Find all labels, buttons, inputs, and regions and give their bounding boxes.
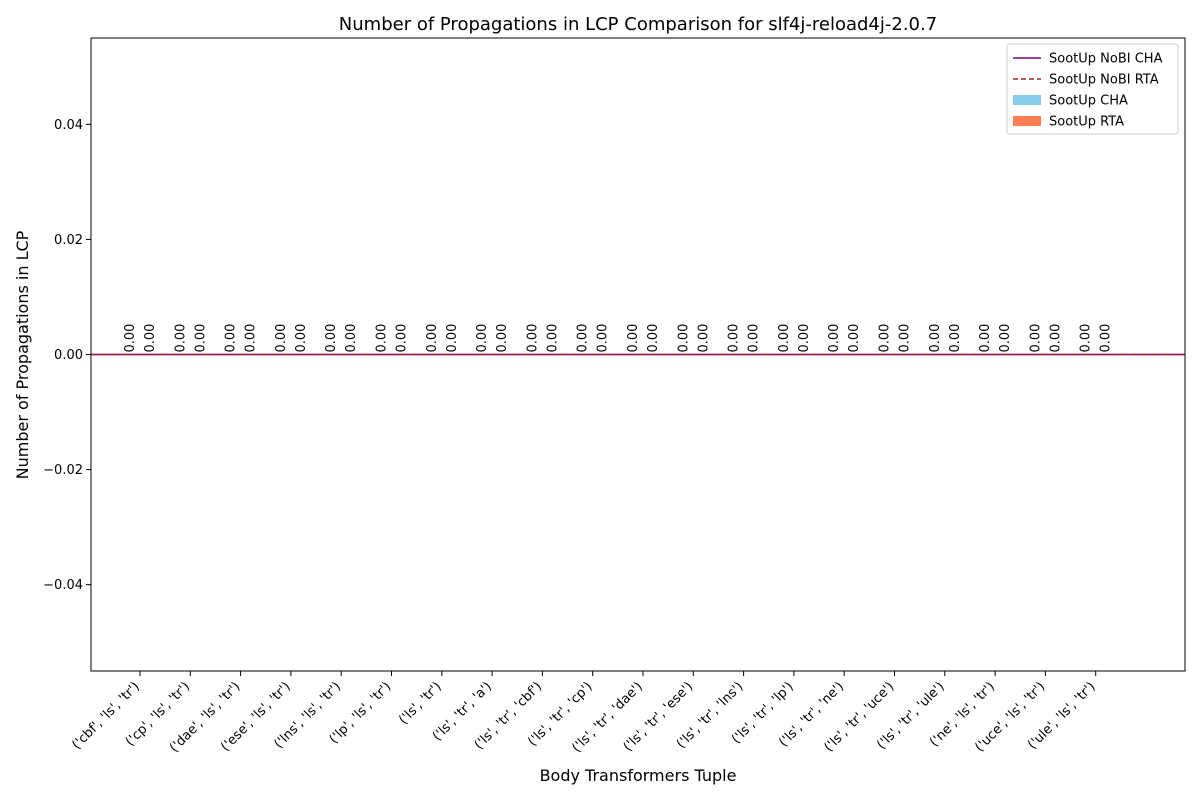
y-tick-label: −0.02	[43, 463, 83, 478]
bar-value-label: 0.00	[545, 324, 560, 353]
bar-value-label: 0.00	[425, 324, 440, 353]
legend-label: SootUp NoBI RTA	[1049, 73, 1159, 88]
bar-value-label: 0.00	[646, 324, 661, 353]
bar-value-label: 0.00	[596, 324, 611, 353]
bar-value-label: 0.00	[344, 324, 359, 353]
y-tick-label: 0.02	[54, 233, 83, 248]
chart-title: Number of Propagations in LCP Comparison…	[339, 14, 937, 35]
y-tick-label: 0.04	[54, 118, 83, 133]
bar-value-label: 0.00	[525, 324, 540, 353]
bar-value-label: 0.00	[948, 324, 963, 353]
y-tick-label: −0.04	[43, 578, 83, 593]
bar-value-label: 0.00	[898, 324, 913, 353]
x-axis-label: Body Transformers Tuple	[540, 766, 737, 785]
bar-value-label: 0.00	[928, 324, 943, 353]
legend-swatch	[1013, 95, 1041, 105]
legend-label: SootUp CHA	[1049, 94, 1128, 109]
bar-value-label: 0.00	[143, 324, 158, 353]
bar-value-label: 0.00	[827, 324, 842, 353]
bar-value-label: 0.00	[1079, 324, 1094, 353]
bar-value-label: 0.00	[173, 324, 188, 353]
bar-value-label: 0.00	[1048, 324, 1063, 353]
bar-value-label: 0.00	[445, 324, 460, 353]
bar-value-label: 0.00	[676, 324, 691, 353]
bar-value-label: 0.00	[193, 324, 208, 353]
bar-value-label: 0.00	[878, 324, 893, 353]
y-axis-label: Number of Propagations in LCP	[13, 230, 32, 479]
bar-value-label: 0.00	[626, 324, 641, 353]
bar-value-label: 0.00	[978, 324, 993, 353]
legend-box	[1006, 43, 1179, 135]
bar-value-label: 0.00	[123, 324, 138, 353]
bar-value-label: 0.00	[274, 324, 289, 353]
bar-value-label: 0.00	[224, 324, 239, 353]
bar-value-label: 0.00	[847, 324, 862, 353]
legend-label: SootUp NoBI CHA	[1049, 52, 1163, 67]
bar-value-label: 0.00	[576, 324, 591, 353]
bar-value-label: 0.00	[727, 324, 742, 353]
legend-swatch	[1013, 116, 1041, 126]
bar-value-label: 0.00	[1099, 324, 1114, 353]
bar-value-label: 0.00	[244, 324, 259, 353]
bar-value-label: 0.00	[696, 324, 711, 353]
bar-value-label: 0.00	[747, 324, 762, 353]
bar-value-label: 0.00	[797, 324, 812, 353]
bar-value-label: 0.00	[1028, 324, 1043, 353]
legend: SootUp NoBI CHA SootUp NoBI RTA SootUp CHA…	[1006, 43, 1179, 135]
bar-value-label: 0.00	[294, 324, 309, 353]
y-tick-label: 0.00	[54, 348, 83, 363]
bar-value-label: 0.00	[395, 324, 410, 353]
bar-value-label: 0.00	[375, 324, 390, 353]
bar-value-label: 0.00	[495, 324, 510, 353]
bar-value-label: 0.00	[777, 324, 792, 353]
bar-value-label: 0.00	[998, 324, 1013, 353]
bar-value-label: 0.00	[475, 324, 490, 353]
legend-label: SootUp RTA	[1049, 115, 1124, 130]
bar-value-label: 0.00	[324, 324, 339, 353]
